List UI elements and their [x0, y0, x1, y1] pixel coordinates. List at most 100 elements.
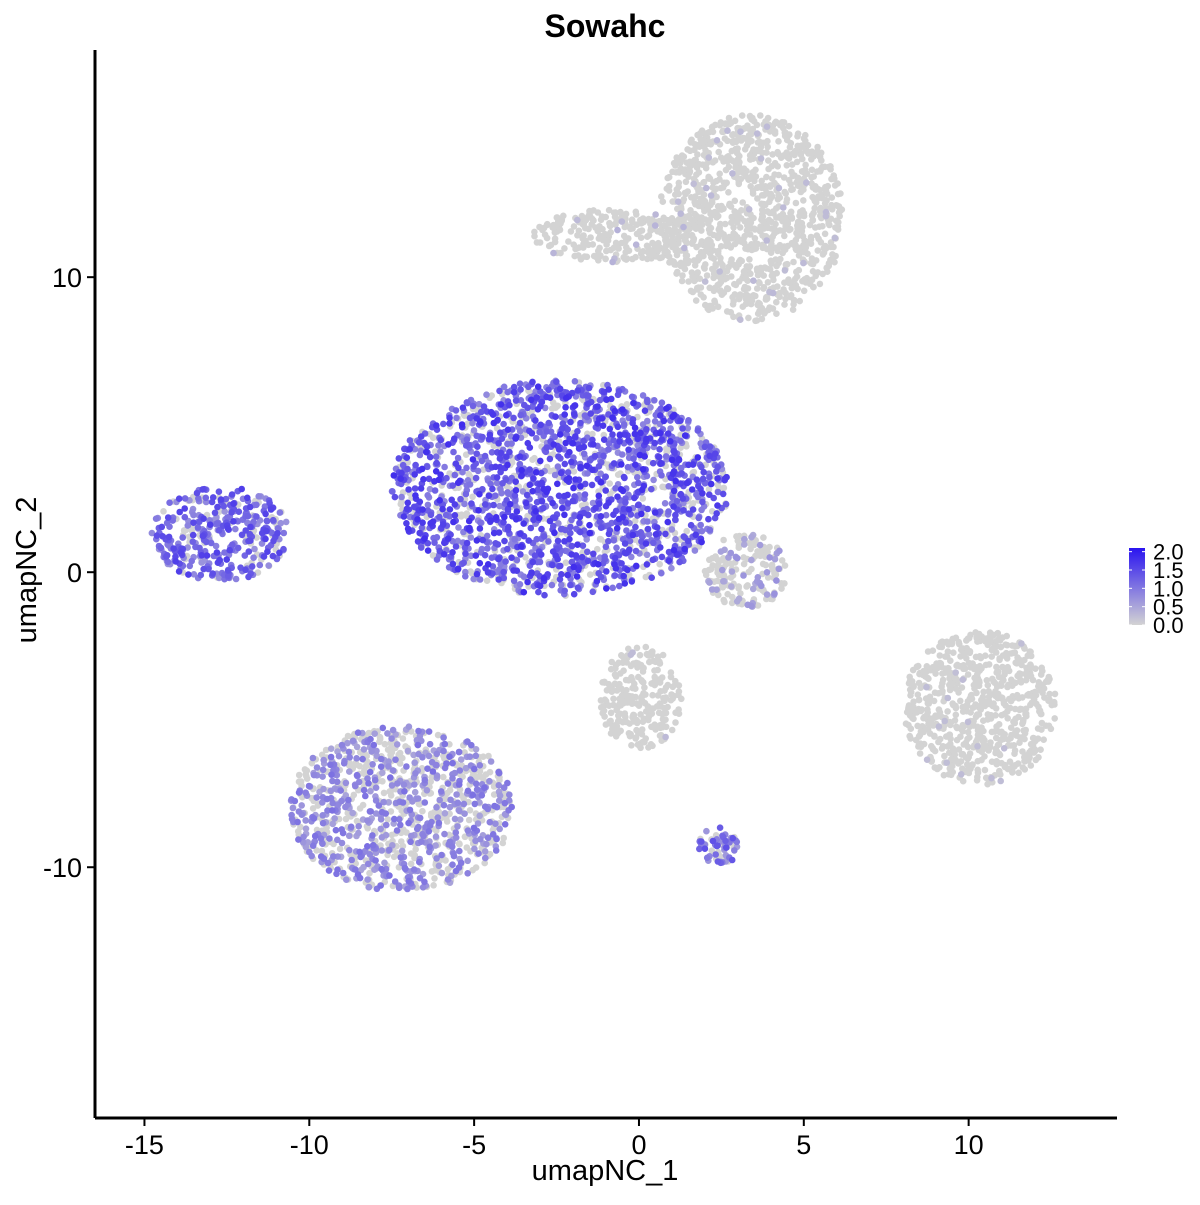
cell-point [379, 769, 386, 777]
cell-point [387, 792, 395, 799]
cell-point [771, 590, 778, 597]
cell-point [770, 284, 777, 292]
cell-point [433, 556, 441, 563]
cell-point [712, 553, 719, 560]
cell-point [623, 686, 630, 694]
cell-point [964, 735, 971, 743]
cell-point [483, 577, 491, 584]
cell-point [915, 696, 923, 704]
cell-point [633, 211, 640, 218]
cell-point [748, 172, 756, 179]
cell-point [384, 730, 391, 737]
cell-point [213, 520, 221, 527]
cell-point [944, 708, 951, 715]
cell-point [345, 832, 353, 840]
cell-point [788, 186, 795, 194]
cell-point [771, 171, 778, 178]
cell-point [692, 193, 699, 200]
cell-point [695, 214, 702, 221]
cell-point [665, 508, 672, 515]
cell-point [693, 243, 700, 251]
cell-point [416, 814, 424, 822]
cell-point [700, 294, 707, 301]
cell-point [344, 809, 352, 817]
cell-point [337, 787, 345, 794]
cell-point [971, 685, 978, 692]
cell-point [1025, 753, 1032, 761]
cell-point [832, 217, 840, 225]
cell-point [937, 639, 945, 646]
cell-point [468, 570, 476, 577]
cell-point [806, 239, 813, 246]
cell-point [365, 780, 372, 787]
cell-point [329, 807, 336, 814]
cell-point [449, 861, 456, 868]
cell-point [697, 135, 704, 143]
cell-point [910, 682, 917, 689]
cell-point [602, 255, 609, 263]
cell-point [166, 499, 173, 507]
cell-point [813, 185, 820, 193]
cell-point [825, 220, 832, 227]
cell-point [1028, 699, 1036, 707]
cell-point [673, 270, 680, 277]
cell-point [671, 681, 679, 688]
cell-point [988, 646, 996, 654]
cell-point [738, 257, 745, 265]
cell-point [683, 527, 690, 535]
cell-point [582, 224, 589, 232]
cell-point [617, 696, 624, 704]
cell-point [457, 513, 465, 520]
cell-point [152, 515, 160, 522]
cell-point [658, 569, 665, 577]
cell-point [945, 771, 953, 778]
cell-point [793, 158, 801, 166]
cell-point [800, 248, 808, 256]
cell-point [1021, 766, 1029, 773]
cell-point [350, 762, 358, 769]
cell-point [763, 265, 770, 272]
cell-point [649, 723, 657, 731]
cell-point [320, 785, 327, 793]
cell-point [418, 838, 425, 845]
cell-point [812, 224, 819, 231]
cell-point [463, 844, 471, 851]
cell-point [606, 219, 613, 227]
cell-point [371, 776, 379, 784]
cell-point [663, 236, 670, 243]
cell-point [378, 755, 385, 763]
cell-point [790, 258, 797, 266]
cell-point [698, 506, 705, 514]
cell-point [736, 291, 744, 298]
cell-point [757, 155, 765, 162]
cell-point [776, 293, 783, 301]
cell-point [516, 581, 524, 588]
cell-point [727, 119, 735, 127]
cell-point [586, 571, 594, 578]
cell-point [696, 275, 704, 283]
cell-point [705, 129, 713, 136]
cell-point [276, 509, 284, 516]
cell-point [1003, 632, 1010, 640]
cell-point [710, 179, 717, 186]
cell-point [339, 869, 347, 877]
cell-point [1040, 736, 1047, 743]
cell-point [780, 174, 788, 181]
cell-point [808, 156, 815, 163]
cell-point [319, 812, 327, 819]
cell-point [808, 211, 816, 219]
cell-point [438, 869, 446, 877]
cell-point [707, 192, 715, 199]
cell-point [992, 712, 999, 719]
cell-point [913, 707, 920, 714]
cell-point [313, 794, 321, 801]
cell-point [764, 143, 771, 151]
cell-point [728, 147, 736, 155]
cell-point [449, 759, 456, 767]
cell-point [637, 234, 645, 241]
cell-point [580, 450, 588, 458]
cell-point [719, 566, 726, 574]
cell-point [730, 297, 737, 305]
cell-point [748, 556, 755, 564]
cell-point [981, 766, 989, 774]
